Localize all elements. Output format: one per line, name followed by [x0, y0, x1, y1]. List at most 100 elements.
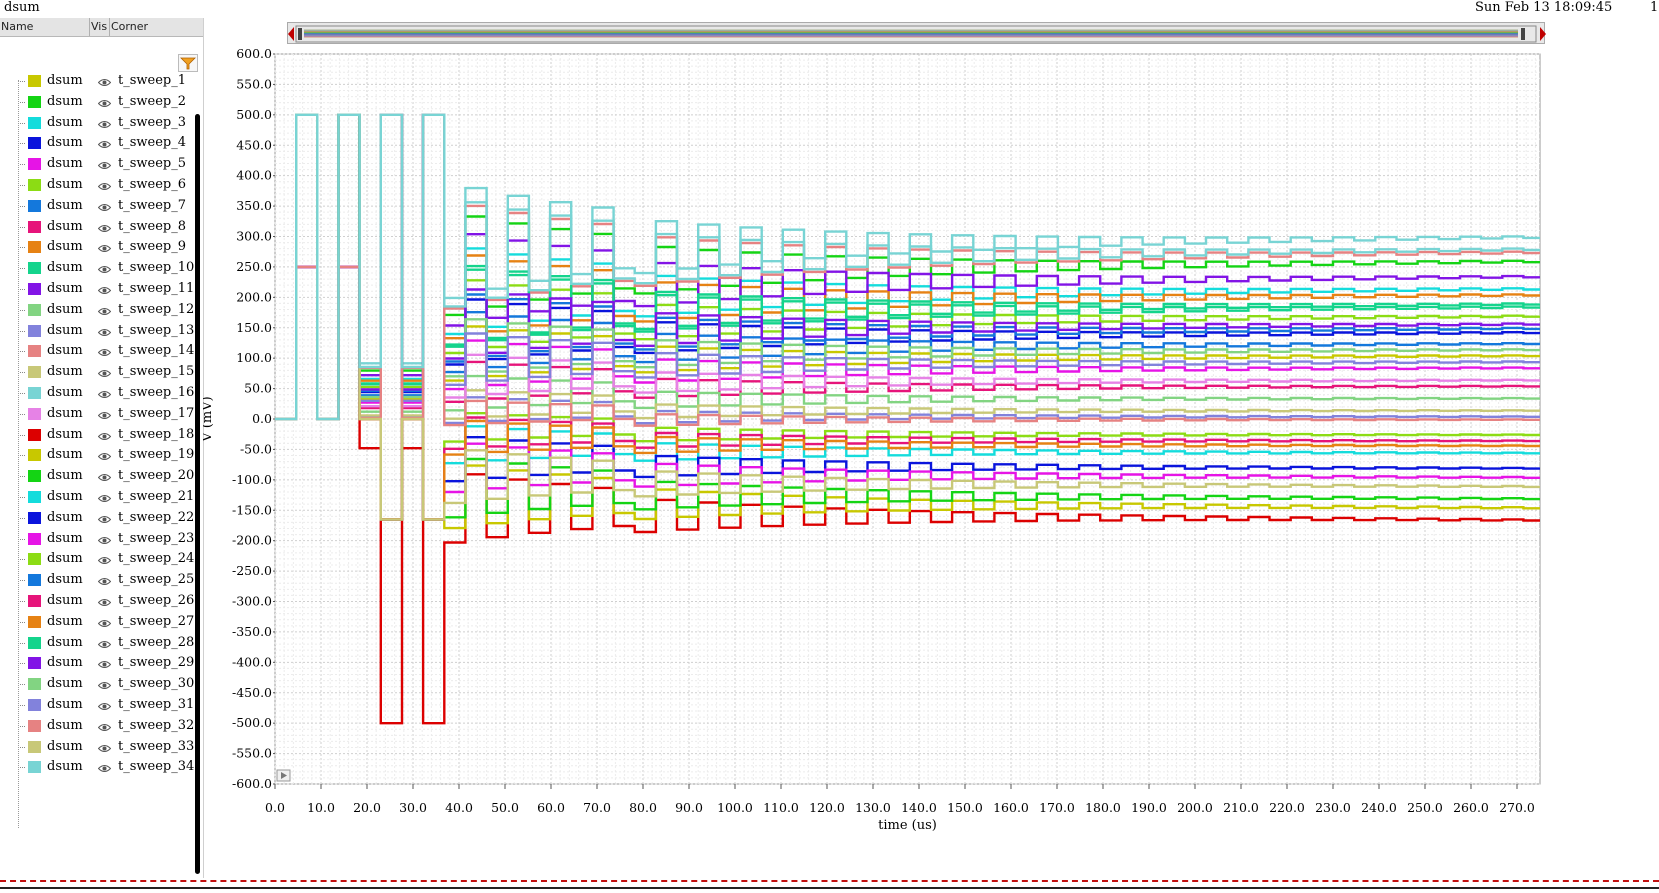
legend-scrollbar[interactable] — [195, 114, 200, 874]
eye-icon[interactable] — [97, 492, 112, 502]
eye-icon[interactable] — [97, 284, 112, 294]
legend-row[interactable]: dsum t_sweep_31 — [0, 695, 195, 716]
column-header-name[interactable]: Name — [0, 18, 90, 36]
legend-row[interactable]: dsum t_sweep_18 — [0, 425, 195, 446]
legend-row[interactable]: dsum t_sweep_11 — [0, 279, 195, 300]
eye-icon[interactable] — [97, 118, 112, 128]
color-swatch[interactable] — [28, 366, 41, 379]
color-swatch[interactable] — [28, 262, 41, 275]
eye-icon[interactable] — [97, 409, 112, 419]
eye-icon[interactable] — [97, 138, 112, 149]
color-swatch[interactable] — [28, 303, 41, 316]
legend-row[interactable]: dsum t_sweep_32 — [0, 716, 195, 737]
legend-row[interactable]: dsum t_sweep_28 — [0, 633, 195, 654]
color-swatch[interactable] — [28, 241, 41, 254]
legend-row[interactable]: dsum t_sweep_2 — [0, 92, 195, 113]
legend-row[interactable]: dsum t_sweep_10 — [0, 258, 195, 279]
legend-row[interactable]: dsum t_sweep_23 — [0, 529, 195, 550]
eye-icon[interactable] — [97, 575, 112, 586]
legend-row[interactable]: dsum t_sweep_19 — [0, 445, 195, 466]
color-swatch[interactable] — [28, 636, 41, 649]
legend-row[interactable]: dsum t_sweep_34 — [0, 757, 195, 778]
zoom-navigator[interactable] — [287, 22, 1546, 44]
series-line[interactable] — [275, 113, 1540, 421]
legend-row[interactable]: dsum t_sweep_12 — [0, 300, 195, 321]
legend-row[interactable]: dsum t_sweep_9 — [0, 237, 195, 258]
color-swatch[interactable] — [28, 740, 41, 753]
legend-row[interactable]: dsum t_sweep_17 — [0, 404, 195, 425]
color-swatch[interactable] — [28, 407, 41, 420]
color-swatch[interactable] — [28, 95, 41, 108]
filter-button[interactable] — [178, 54, 198, 72]
series-line[interactable] — [275, 113, 1540, 427]
eye-icon[interactable] — [97, 617, 112, 627]
eye-icon[interactable] — [97, 367, 112, 378]
series-line[interactable] — [275, 113, 1540, 421]
eye-icon[interactable] — [97, 242, 112, 253]
series-line[interactable] — [275, 113, 1540, 521]
eye-icon[interactable] — [97, 180, 112, 190]
eye-icon[interactable] — [97, 305, 112, 315]
eye-icon[interactable] — [97, 700, 112, 710]
legend-row[interactable]: dsum t_sweep_20 — [0, 466, 195, 487]
column-header-vis[interactable]: Vis — [90, 18, 110, 36]
color-swatch[interactable] — [28, 116, 41, 129]
color-swatch[interactable] — [28, 511, 41, 524]
legend-row[interactable]: dsum t_sweep_27 — [0, 612, 195, 633]
series-line[interactable] — [275, 113, 1540, 521]
eye-icon[interactable] — [97, 159, 112, 170]
eye-icon[interactable] — [97, 76, 112, 86]
legend-row[interactable]: dsum t_sweep_3 — [0, 113, 195, 134]
color-swatch[interactable] — [28, 574, 41, 587]
legend-row[interactable]: dsum t_sweep_6 — [0, 175, 195, 196]
series-line[interactable] — [275, 265, 1540, 521]
color-swatch[interactable] — [28, 615, 41, 628]
eye-icon[interactable] — [97, 742, 112, 752]
play-button[interactable] — [276, 769, 291, 782]
eye-icon[interactable] — [97, 658, 112, 669]
color-swatch[interactable] — [28, 158, 41, 171]
column-header-corner[interactable]: Corner — [111, 20, 149, 33]
color-swatch[interactable] — [28, 678, 41, 691]
legend-row[interactable]: dsum t_sweep_5 — [0, 154, 195, 175]
legend-row[interactable]: dsum t_sweep_8 — [0, 217, 195, 238]
color-swatch[interactable] — [28, 137, 41, 150]
color-swatch[interactable] — [28, 491, 41, 503]
legend-row[interactable]: dsum t_sweep_24 — [0, 549, 195, 570]
eye-icon[interactable] — [97, 471, 112, 482]
eye-icon[interactable] — [97, 388, 112, 398]
series-line[interactable] — [275, 113, 1540, 725]
series-line[interactable] — [275, 113, 1540, 421]
eye-icon[interactable] — [97, 762, 112, 773]
color-swatch[interactable] — [28, 657, 41, 670]
color-swatch[interactable] — [28, 345, 41, 358]
eye-icon[interactable] — [97, 430, 112, 440]
color-swatch[interactable] — [28, 283, 41, 295]
color-swatch[interactable] — [28, 220, 41, 233]
color-swatch[interactable] — [28, 449, 41, 462]
color-swatch[interactable] — [28, 470, 41, 483]
color-swatch[interactable] — [28, 553, 41, 566]
color-swatch[interactable] — [28, 387, 41, 399]
eye-icon[interactable] — [97, 346, 112, 357]
legend-row[interactable]: dsum t_sweep_21 — [0, 487, 195, 508]
legend-row[interactable]: dsum t_sweep_30 — [0, 674, 195, 695]
color-swatch[interactable] — [28, 719, 41, 732]
eye-icon[interactable] — [97, 554, 112, 565]
color-swatch[interactable] — [28, 75, 41, 87]
legend-row[interactable]: dsum t_sweep_26 — [0, 591, 195, 612]
color-swatch[interactable] — [28, 428, 41, 441]
eye-icon[interactable] — [97, 513, 112, 523]
eye-icon[interactable] — [97, 534, 112, 544]
legend-row[interactable]: dsum t_sweep_14 — [0, 341, 195, 362]
color-swatch[interactable] — [28, 179, 41, 191]
waveform-plot[interactable]: 600.0 550.0 500.0 450.0 400.0 350.0 300.0 250.0… — [203, 0, 1659, 880]
eye-icon[interactable] — [97, 222, 112, 232]
legend-row[interactable]: dsum t_sweep_33 — [0, 737, 195, 758]
eye-icon[interactable] — [97, 450, 112, 461]
legend-row[interactable]: dsum t_sweep_7 — [0, 196, 195, 217]
legend-row[interactable]: dsum t_sweep_22 — [0, 508, 195, 529]
eye-icon[interactable] — [97, 721, 112, 731]
eye-icon[interactable] — [97, 679, 112, 690]
legend-row[interactable]: dsum t_sweep_1 — [0, 71, 195, 92]
